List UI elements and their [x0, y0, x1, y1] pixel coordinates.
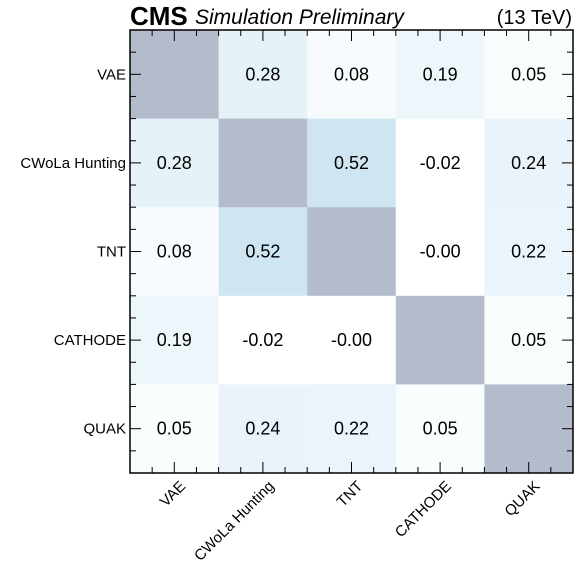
heatmap-cell	[484, 30, 574, 120]
heatmap-cell	[395, 207, 485, 297]
y-tick-label: VAE	[97, 66, 126, 83]
cell-value-label: 0.52	[245, 242, 280, 262]
y-tick-label: QUAK	[83, 421, 126, 438]
cell-value-label: -0.02	[242, 330, 283, 350]
cell-value-label: 0.24	[245, 419, 280, 439]
y-tick-label: CWoLa Hunting	[20, 155, 126, 172]
heatmap-cell	[218, 207, 308, 297]
cell-value-label: 0.19	[423, 64, 458, 84]
heatmap-cell	[395, 384, 485, 474]
x-tick-label: TNT	[334, 478, 367, 511]
cell-value-label: 0.05	[511, 330, 546, 350]
heatmap-cell	[307, 118, 397, 208]
x-tick-label: VAE	[157, 478, 189, 510]
cell-value-label: 0.08	[157, 242, 192, 262]
heatmap-values: 0.28 0.08 0.19 0.05 0.28 0.52 -0.02 0.24 0.08 0.5…	[157, 64, 546, 438]
heatmap-diagonal-cell	[307, 207, 397, 297]
heatmap-diagonal-cell	[484, 384, 574, 474]
x-tick-label: QUAK	[501, 478, 543, 520]
cell-value-label: 0.08	[334, 64, 369, 84]
heatmap-cells	[130, 30, 574, 474]
cell-value-label: 0.22	[334, 419, 369, 439]
cell-value-label: 0.22	[511, 242, 546, 262]
experiment-label: CMS	[130, 1, 188, 31]
x-tick-label: CWoLa Hunting	[191, 478, 278, 565]
heatmap-cell	[130, 207, 220, 297]
cell-value-label: 0.24	[511, 153, 546, 173]
heatmap-cell	[218, 295, 308, 385]
energy-label: (13 TeV)	[497, 7, 572, 29]
y-axis-labels: VAE CWoLa Hunting TNT CATHODE QUAK	[20, 66, 126, 437]
cell-value-label: 0.05	[157, 419, 192, 439]
heatmap-cell	[218, 30, 308, 120]
y-tick-label: TNT	[97, 244, 126, 261]
heatmap-cell	[395, 30, 485, 120]
cell-value-label: -0.00	[420, 242, 461, 262]
subtitle-label: Simulation Preliminary	[195, 6, 405, 29]
heatmap-diagonal-cell	[130, 30, 220, 120]
cell-value-label: 0.28	[245, 64, 280, 84]
heatmap-cell	[130, 118, 220, 208]
x-tick-label: CATHODE	[392, 478, 455, 541]
cell-value-label: 0.28	[157, 153, 192, 173]
heatmap-cell	[307, 30, 397, 120]
heatmap-cell	[484, 207, 574, 297]
heatmap-cell	[484, 295, 574, 385]
cell-value-label: 0.05	[511, 64, 546, 84]
axis-ticks	[130, 30, 573, 473]
heatmap-cell	[484, 118, 574, 208]
cell-value-label: -0.00	[331, 330, 372, 350]
heatmap-cell	[130, 384, 220, 474]
cell-value-label: -0.02	[420, 153, 461, 173]
heatmap-cell	[130, 295, 220, 385]
heatmap-diagonal-cell	[395, 295, 485, 385]
y-tick-label: CATHODE	[54, 332, 126, 349]
cell-value-label: 0.19	[157, 330, 192, 350]
x-axis-labels: VAE CWoLa Hunting TNT CATHODE QUAK	[157, 478, 544, 565]
cell-value-label: 0.05	[423, 419, 458, 439]
heatmap-cell	[395, 118, 485, 208]
cell-value-label: 0.52	[334, 153, 369, 173]
heatmap-cell	[307, 295, 397, 385]
heatmap-diagonal-cell	[218, 118, 308, 208]
heatmap-cell	[218, 384, 308, 474]
heatmap-cell	[307, 384, 397, 474]
